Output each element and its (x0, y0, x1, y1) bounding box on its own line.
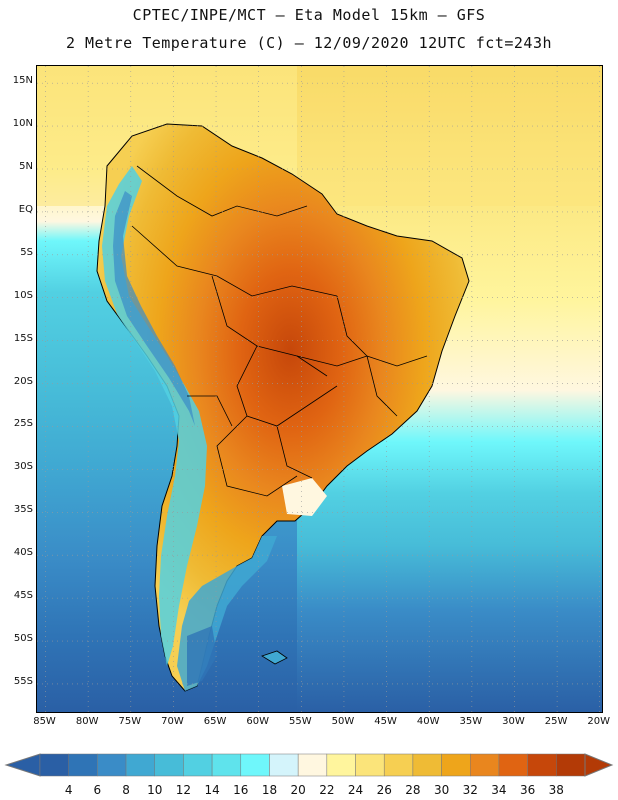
latitude-label: 10N (12, 118, 33, 130)
andes-cool-strip (102, 166, 207, 666)
colorbar-cell (326, 753, 356, 777)
temperature-map (36, 65, 603, 713)
colorbar-cell (355, 753, 385, 777)
colorbar-tick-label: 6 (93, 783, 102, 797)
colorbar-cell (297, 753, 328, 777)
latitude-label: 55S (13, 675, 33, 687)
andes-high-peaks (113, 191, 195, 426)
colorbar-low-arrow (4, 753, 41, 777)
map-canvas (37, 66, 602, 712)
colorbar-tick-label: 24 (347, 783, 364, 797)
colorbar-cell (498, 753, 528, 777)
latitude-label: 40S (13, 547, 33, 559)
colorbar-tick-label: 20 (290, 783, 306, 797)
colorbar-cell (183, 753, 213, 777)
latitude-label: 10S (13, 289, 33, 301)
colorbar-tick-label: 8 (122, 783, 130, 797)
colorbar-cell (240, 753, 270, 777)
colorbar-tick-label: 38 (548, 783, 564, 797)
longitude-label: 50W (331, 716, 355, 727)
longitude-label: 55W (289, 716, 312, 727)
colorbar-tick-label: 32 (462, 783, 478, 797)
map-title-line-2: 2 Metre Temperature (C) – 12/09/2020 12U… (65, 34, 553, 52)
colorbar-cell (68, 753, 98, 777)
longitude-label: 25W (544, 716, 568, 727)
colorbar-cell (441, 753, 471, 777)
colorbar-tick-label: 28 (405, 783, 421, 797)
colorbar-cell (211, 753, 242, 777)
colorbar-tick-label: 14 (204, 783, 220, 797)
latitude-label: 20S (13, 375, 33, 387)
tierra-del-fuego-cold (187, 626, 217, 686)
latitude-label: 25S (13, 418, 33, 430)
longitude-label: 30W (502, 716, 525, 727)
colorbar-cell (412, 753, 442, 777)
colorbar-cell (39, 753, 69, 777)
longitude-label: 60W (246, 716, 269, 727)
colorbar-cell (97, 753, 127, 777)
longitude-label: 80W (75, 716, 99, 727)
temperature-colorbar (4, 753, 614, 777)
colorbar-tick-label: 36 (519, 783, 536, 797)
colorbar-cell (269, 753, 299, 777)
colorbar-tick-label: 22 (319, 783, 335, 797)
pampas-mild-patch (282, 478, 327, 516)
colorbar-cell (383, 753, 414, 777)
falkland-islands (261, 650, 288, 665)
latitude-label: EQ (18, 203, 33, 215)
colorbar-cell (470, 753, 500, 777)
colorbar-cell (556, 753, 586, 777)
longitude-label: 35W (459, 716, 483, 727)
latitude-label: 35S (13, 504, 33, 516)
colorbar-cell (154, 753, 184, 777)
latitude-label: 15S (13, 332, 33, 344)
latitude-label: 5N (19, 160, 33, 172)
latitude-label: 30S (13, 461, 33, 473)
colorbar-tick-label: 18 (261, 783, 278, 797)
colorbar-cell (527, 753, 557, 777)
colorbar-tick-label: 12 (175, 783, 192, 797)
longitude-label: 40W (416, 716, 440, 727)
colorbar-tick-label: 4 (64, 783, 73, 797)
colorbar-tick-label: 26 (376, 783, 392, 797)
longitude-label: 85W (33, 716, 56, 727)
latitude-label: 45S (13, 590, 33, 602)
longitude-label: 65W (203, 716, 227, 727)
longitude-label: 70W (161, 716, 184, 727)
longitude-label: 45W (374, 716, 397, 727)
colorbar-cells (39, 753, 586, 777)
colorbar-tick-label: 34 (491, 783, 507, 797)
longitude-label: 75W (118, 716, 142, 727)
country-borders (131, 165, 428, 497)
latitude-label: 15N (12, 75, 33, 87)
colorbar-tick-label: 30 (433, 783, 450, 797)
latitude-label: 5S (20, 246, 33, 258)
colorbar-cell (125, 753, 155, 777)
colorbar-tick-label: 10 (147, 783, 163, 797)
colorbar-high-arrow (584, 753, 614, 777)
longitude-label: 20W (587, 716, 611, 727)
latitude-label: 50S (13, 633, 33, 645)
graticule (37, 66, 602, 712)
colorbar-tick-label: 16 (233, 783, 249, 797)
map-title-line-1: CPTEC/INPE/MCT – Eta Model 15km – GFS (132, 6, 486, 24)
